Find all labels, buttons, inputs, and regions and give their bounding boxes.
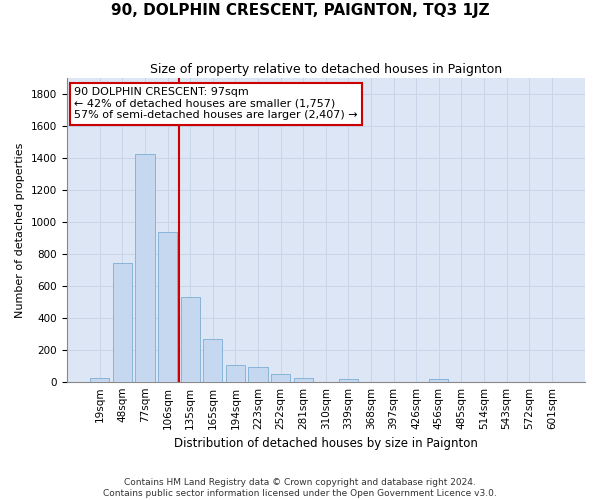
Bar	[271, 374, 290, 382]
Bar	[429, 380, 448, 382]
Bar	[339, 380, 358, 382]
Bar	[113, 262, 132, 382]
X-axis label: Distribution of detached houses by size in Paignton: Distribution of detached houses by size …	[174, 437, 478, 450]
Bar	[293, 378, 313, 382]
Text: 90 DOLPHIN CRESCENT: 97sqm
← 42% of detached houses are smaller (1,757)
57% of s: 90 DOLPHIN CRESCENT: 97sqm ← 42% of deta…	[74, 87, 358, 120]
Y-axis label: Number of detached properties: Number of detached properties	[15, 142, 25, 318]
Text: 90, DOLPHIN CRESCENT, PAIGNTON, TQ3 1JZ: 90, DOLPHIN CRESCENT, PAIGNTON, TQ3 1JZ	[110, 2, 490, 18]
Bar	[181, 297, 200, 382]
Bar	[226, 365, 245, 382]
Text: Contains HM Land Registry data © Crown copyright and database right 2024.
Contai: Contains HM Land Registry data © Crown c…	[103, 478, 497, 498]
Bar	[158, 232, 177, 382]
Bar	[248, 368, 268, 382]
Title: Size of property relative to detached houses in Paignton: Size of property relative to detached ho…	[150, 62, 502, 76]
Bar	[203, 338, 223, 382]
Bar	[90, 378, 109, 382]
Bar	[136, 154, 155, 382]
